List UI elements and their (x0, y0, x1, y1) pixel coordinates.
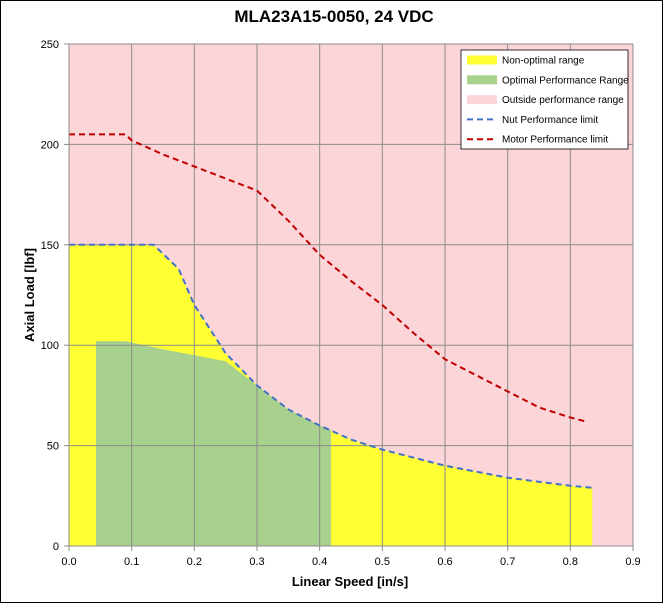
area-optimal-performance-range (95, 341, 331, 546)
legend-label: Nut Performance limit (502, 115, 598, 126)
legend-swatch (467, 55, 497, 65)
x-tick-label: 0.7 (500, 556, 515, 568)
line-motor-performance-limit (69, 133, 587, 423)
area-layer (69, 244, 593, 547)
legend-swatch (467, 75, 497, 85)
x-tick-label: 0.5 (375, 556, 390, 568)
line-nut-performance-limit (69, 243, 593, 489)
legend-label: Outside performance range (502, 95, 624, 106)
chart-title: MLA23A15-0050, 24 VDC (234, 7, 433, 26)
y-tick-label: 0 (53, 541, 59, 553)
y-tick-label: 250 (41, 39, 59, 51)
legend-label: Motor Performance limit (502, 135, 608, 146)
x-tick-label: 0.8 (563, 556, 578, 568)
x-tick-label: 0.4 (312, 556, 327, 568)
legend-label: Non-optimal range (502, 56, 585, 67)
y-tick-labels: 0 50 100 150 200 250 (41, 39, 69, 553)
y-tick-label: 200 (41, 139, 59, 151)
x-tick-label: 0.1 (124, 556, 139, 568)
y-tick-label: 100 (41, 340, 59, 352)
legend: Non-optimal range Optimal Performance Ran… (460, 49, 629, 150)
x-tick-label: 0.3 (249, 556, 264, 568)
axes-layer (68, 44, 633, 547)
legend-label: Optimal Performance Range (502, 75, 629, 86)
line-layer (69, 133, 593, 489)
x-axis-label: Linear Speed [in/s] (292, 574, 408, 589)
y-axis-label: Axial Load [lbf] (22, 248, 37, 342)
legend-swatch (467, 95, 497, 105)
x-tick-label: 0.0 (61, 556, 76, 568)
x-tick-label: 0.6 (437, 556, 452, 568)
y-tick-label: 150 (41, 240, 59, 252)
x-tick-label: 0.9 (625, 556, 640, 568)
y-tick-label: 50 (47, 441, 59, 453)
x-tick-label: 0.2 (187, 556, 202, 568)
x-tick-labels: 0.0 0.1 0.2 0.3 0.4 0.5 0.6 0.7 0.8 0.9 (61, 546, 641, 568)
